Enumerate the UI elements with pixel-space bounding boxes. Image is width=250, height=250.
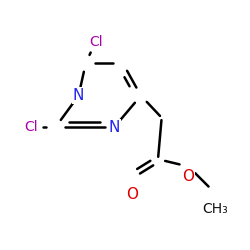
Text: CH₃: CH₃ [202, 202, 228, 216]
Text: Cl: Cl [89, 35, 102, 49]
Text: O: O [182, 169, 194, 184]
Text: O: O [126, 187, 138, 202]
Text: N: N [73, 88, 84, 103]
Text: Cl: Cl [24, 120, 38, 134]
Text: N: N [108, 120, 120, 135]
